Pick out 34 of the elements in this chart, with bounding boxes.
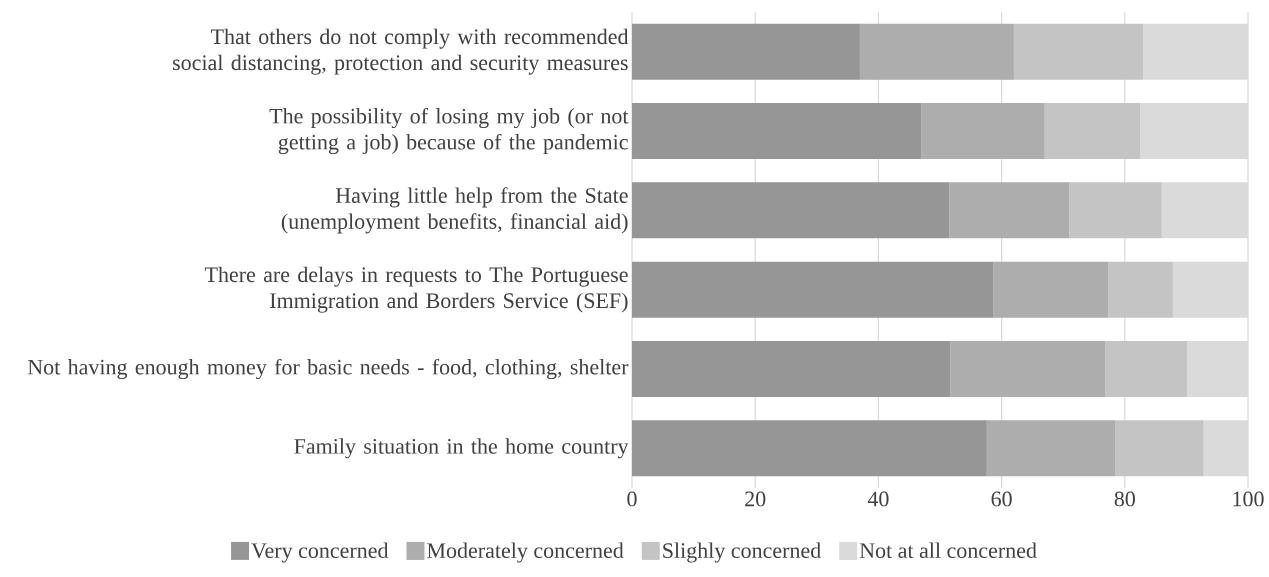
bar bbox=[632, 23, 860, 80]
bar bbox=[1108, 261, 1173, 318]
bar bbox=[921, 103, 1045, 159]
bar bbox=[859, 23, 1014, 80]
bar bbox=[1115, 420, 1204, 477]
x-tick-label: 20 bbox=[745, 491, 766, 507]
legend-label: Not at all concerned bbox=[859, 542, 1037, 559]
y-tick-label: That others do not comply with recommended social distancing, protection and security measures bbox=[173, 28, 629, 75]
bar bbox=[1069, 182, 1162, 239]
x-tick-label: 40 bbox=[867, 491, 889, 507]
legend-label: Moderately concerned bbox=[427, 542, 624, 563]
x-tick-label: 0 bbox=[627, 491, 637, 507]
bar bbox=[632, 340, 951, 397]
bar bbox=[632, 182, 950, 239]
bar bbox=[950, 340, 1106, 397]
y-tick-label: Family situation in the home country bbox=[294, 438, 629, 459]
bar bbox=[632, 103, 922, 159]
bar bbox=[1013, 23, 1144, 80]
legend-label: Slighly concerned bbox=[663, 542, 821, 563]
bar bbox=[632, 261, 994, 318]
bar bbox=[993, 261, 1109, 318]
x-tick-label: 100 bbox=[1233, 491, 1264, 507]
bar bbox=[986, 420, 1116, 477]
legend-label: Very concerned bbox=[251, 542, 389, 563]
bar bbox=[949, 182, 1070, 239]
bar bbox=[1044, 103, 1141, 159]
y-tick-label: There are delays in requests to The Portuguese Immigration and Borders Service (SEF) bbox=[204, 266, 628, 313]
x-tick-label: 60 bbox=[991, 491, 1012, 507]
y-tick-label: Not having enough money for basic needs - food, clothing, shelter bbox=[27, 358, 629, 380]
bar bbox=[632, 420, 987, 477]
y-tick-label: Having little help from the State (unemployment benefits, financial aid) bbox=[281, 187, 628, 234]
x-tick-label: 80 bbox=[1114, 491, 1135, 507]
y-tick-label: The possibility of losing my job (or not getting a job) because of the pandemic bbox=[269, 107, 629, 155]
bar bbox=[1105, 340, 1188, 397]
